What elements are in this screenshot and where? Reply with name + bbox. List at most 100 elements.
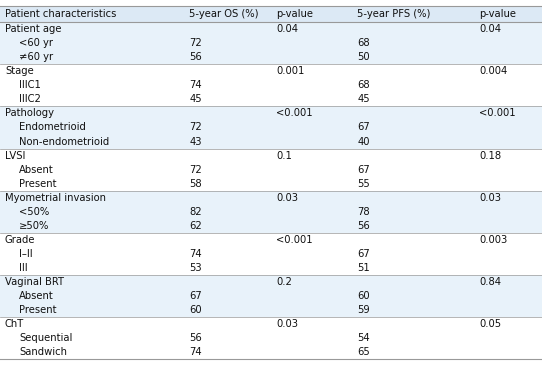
Text: 0.04: 0.04 bbox=[276, 24, 298, 34]
Text: I–II: I–II bbox=[19, 249, 33, 259]
FancyBboxPatch shape bbox=[0, 120, 542, 135]
FancyBboxPatch shape bbox=[0, 191, 542, 205]
FancyBboxPatch shape bbox=[0, 205, 542, 219]
FancyBboxPatch shape bbox=[0, 247, 542, 261]
Text: IIIC2: IIIC2 bbox=[19, 94, 41, 104]
Text: Endometrioid: Endometrioid bbox=[19, 123, 86, 132]
Text: 67: 67 bbox=[357, 249, 370, 259]
Text: Patient characteristics: Patient characteristics bbox=[5, 9, 116, 19]
Text: 0.001: 0.001 bbox=[276, 66, 304, 76]
Text: 60: 60 bbox=[189, 305, 202, 315]
FancyBboxPatch shape bbox=[0, 275, 542, 289]
Text: 74: 74 bbox=[189, 347, 202, 357]
FancyBboxPatch shape bbox=[0, 6, 542, 22]
Text: Absent: Absent bbox=[19, 291, 54, 301]
Text: Non-endometrioid: Non-endometrioid bbox=[19, 137, 109, 147]
Text: 5-year OS (%): 5-year OS (%) bbox=[189, 9, 259, 19]
Text: 74: 74 bbox=[189, 80, 202, 90]
Text: 0.84: 0.84 bbox=[479, 277, 501, 287]
Text: ≥50%: ≥50% bbox=[19, 221, 49, 231]
Text: 68: 68 bbox=[357, 38, 370, 48]
Text: 0.03: 0.03 bbox=[276, 319, 298, 329]
Text: ≠60 yr: ≠60 yr bbox=[19, 52, 53, 62]
FancyBboxPatch shape bbox=[0, 233, 542, 247]
FancyBboxPatch shape bbox=[0, 163, 542, 177]
Text: 67: 67 bbox=[357, 123, 370, 132]
Text: 0.03: 0.03 bbox=[276, 193, 298, 203]
FancyBboxPatch shape bbox=[0, 261, 542, 275]
Text: Vaginal BRT: Vaginal BRT bbox=[5, 277, 64, 287]
Text: 56: 56 bbox=[189, 333, 202, 343]
Text: 67: 67 bbox=[189, 291, 202, 301]
FancyBboxPatch shape bbox=[0, 149, 542, 163]
FancyBboxPatch shape bbox=[0, 50, 542, 64]
FancyBboxPatch shape bbox=[0, 64, 542, 78]
Text: 43: 43 bbox=[189, 137, 202, 147]
Text: 0.2: 0.2 bbox=[276, 277, 292, 287]
FancyBboxPatch shape bbox=[0, 317, 542, 331]
FancyBboxPatch shape bbox=[0, 219, 542, 233]
Text: 0.04: 0.04 bbox=[479, 24, 501, 34]
Text: <0.001: <0.001 bbox=[479, 108, 516, 118]
Text: <0.001: <0.001 bbox=[276, 108, 313, 118]
Text: ChT: ChT bbox=[5, 319, 24, 329]
Text: 82: 82 bbox=[189, 207, 202, 217]
Text: 55: 55 bbox=[357, 178, 370, 189]
Text: Stage: Stage bbox=[5, 66, 34, 76]
Text: 0.1: 0.1 bbox=[276, 151, 292, 161]
FancyBboxPatch shape bbox=[0, 289, 542, 303]
Text: 53: 53 bbox=[189, 263, 202, 273]
FancyBboxPatch shape bbox=[0, 135, 542, 149]
FancyBboxPatch shape bbox=[0, 92, 542, 106]
Text: Grade: Grade bbox=[5, 235, 35, 245]
FancyBboxPatch shape bbox=[0, 303, 542, 317]
Text: 72: 72 bbox=[189, 38, 202, 48]
Text: 72: 72 bbox=[189, 165, 202, 175]
Text: 0.18: 0.18 bbox=[479, 151, 501, 161]
FancyBboxPatch shape bbox=[0, 78, 542, 92]
Text: Present: Present bbox=[19, 178, 56, 189]
Text: 74: 74 bbox=[189, 249, 202, 259]
FancyBboxPatch shape bbox=[0, 106, 542, 120]
Text: <0.001: <0.001 bbox=[276, 235, 313, 245]
Text: 54: 54 bbox=[357, 333, 370, 343]
Text: Present: Present bbox=[19, 305, 56, 315]
FancyBboxPatch shape bbox=[0, 345, 542, 359]
Text: Sandwich: Sandwich bbox=[19, 347, 67, 357]
Text: Absent: Absent bbox=[19, 165, 54, 175]
Text: 45: 45 bbox=[189, 94, 202, 104]
FancyBboxPatch shape bbox=[0, 331, 542, 345]
Text: 0.003: 0.003 bbox=[479, 235, 507, 245]
Text: <60 yr: <60 yr bbox=[19, 38, 53, 48]
Text: 72: 72 bbox=[189, 123, 202, 132]
Text: 60: 60 bbox=[357, 291, 370, 301]
Text: 45: 45 bbox=[357, 94, 370, 104]
FancyBboxPatch shape bbox=[0, 36, 542, 50]
Text: 56: 56 bbox=[189, 52, 202, 62]
Text: 62: 62 bbox=[189, 221, 202, 231]
Text: 0.05: 0.05 bbox=[479, 319, 501, 329]
Text: LVSI: LVSI bbox=[5, 151, 25, 161]
Text: 58: 58 bbox=[189, 178, 202, 189]
FancyBboxPatch shape bbox=[0, 22, 542, 36]
Text: III: III bbox=[19, 263, 28, 273]
Text: 0.004: 0.004 bbox=[479, 66, 507, 76]
Text: Sequential: Sequential bbox=[19, 333, 72, 343]
Text: Patient age: Patient age bbox=[5, 24, 61, 34]
Text: 5-year PFS (%): 5-year PFS (%) bbox=[357, 9, 430, 19]
Text: p-value: p-value bbox=[276, 9, 313, 19]
Text: p-value: p-value bbox=[479, 9, 516, 19]
Text: 51: 51 bbox=[357, 263, 370, 273]
Text: 0.03: 0.03 bbox=[479, 193, 501, 203]
Text: Pathology: Pathology bbox=[5, 108, 54, 118]
Text: 59: 59 bbox=[357, 305, 370, 315]
Text: 40: 40 bbox=[357, 137, 370, 147]
Text: 78: 78 bbox=[357, 207, 370, 217]
Text: IIIC1: IIIC1 bbox=[19, 80, 41, 90]
FancyBboxPatch shape bbox=[0, 177, 542, 191]
Text: 67: 67 bbox=[357, 165, 370, 175]
Text: 65: 65 bbox=[357, 347, 370, 357]
Text: Myometrial invasion: Myometrial invasion bbox=[5, 193, 106, 203]
Text: 56: 56 bbox=[357, 221, 370, 231]
Text: <50%: <50% bbox=[19, 207, 49, 217]
